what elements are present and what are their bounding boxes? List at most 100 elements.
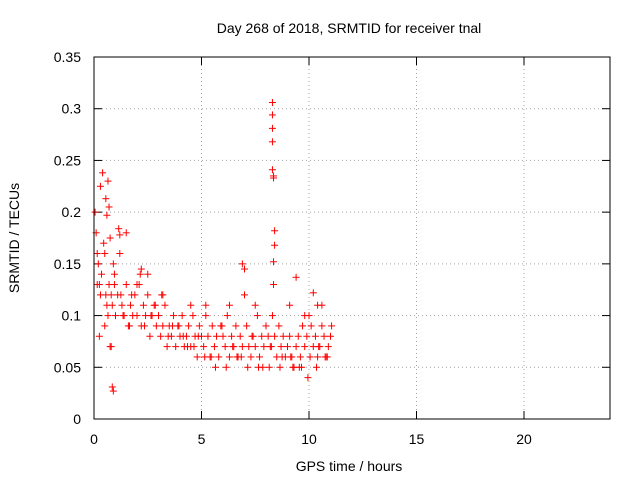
data-point: [320, 332, 328, 340]
data-point: [324, 343, 332, 351]
data-point: [328, 322, 336, 330]
data-point: [223, 312, 231, 320]
data-point: [108, 383, 116, 391]
x-tick-label: 5: [198, 431, 206, 447]
x-tick-label: 0: [90, 431, 98, 447]
y-tick-label: 0.35: [54, 49, 81, 65]
y-tick-label: 0: [73, 411, 81, 427]
data-point: [271, 241, 279, 249]
data-point: [202, 312, 210, 320]
data-point: [119, 312, 127, 320]
data-point: [190, 343, 198, 351]
data-point: [110, 281, 118, 289]
data-point: [128, 291, 136, 299]
x-axis-title: GPS time / hours: [296, 458, 403, 474]
data-point: [262, 322, 270, 330]
data-point: [210, 343, 218, 351]
data-point: [170, 312, 178, 320]
data-point: [260, 343, 268, 351]
data-point: [104, 177, 112, 185]
data-point: [309, 289, 317, 297]
data-point: [146, 332, 154, 340]
data-point: [241, 291, 248, 299]
data-point: [116, 231, 124, 239]
data-point: [247, 353, 255, 361]
data-point: [278, 353, 286, 361]
data-point: [301, 343, 309, 351]
data-point: [109, 387, 117, 395]
y-tick-labels: 0 0.05 0.1 0.15 0.2 0.25 0.3 0.35: [54, 49, 81, 427]
data-point: [195, 322, 203, 330]
data-point: [133, 281, 141, 289]
data-point: [221, 343, 229, 351]
data-point: [164, 332, 172, 340]
data-point: [157, 332, 165, 340]
data-point: [315, 343, 323, 351]
y-tick-label: 0.15: [54, 256, 81, 272]
data-point: [241, 265, 248, 273]
data-point: [236, 332, 244, 340]
data-point: [207, 353, 215, 361]
data-point: [187, 301, 195, 309]
data-point: [251, 343, 259, 351]
data-points: [91, 99, 336, 395]
data-point: [100, 239, 108, 247]
data-point: [245, 343, 253, 351]
data-point: [313, 363, 321, 371]
axis-ticks: [93, 56, 610, 420]
data-point: [137, 265, 145, 273]
data-point: [185, 322, 193, 330]
data-point: [284, 343, 291, 351]
data-point: [296, 353, 304, 361]
data-point: [265, 363, 273, 371]
data-point: [318, 322, 326, 330]
data-point: [204, 332, 212, 340]
data-point: [306, 353, 314, 361]
data-point: [93, 281, 101, 289]
data-point: [232, 322, 240, 330]
data-point: [270, 258, 278, 266]
data-point: [101, 322, 109, 330]
data-point: [193, 353, 201, 361]
data-point: [314, 301, 322, 309]
y-tick-label: 0.2: [62, 204, 82, 220]
data-point: [202, 301, 210, 309]
data-point: [275, 322, 283, 330]
data-point: [105, 203, 113, 211]
data-point: [106, 343, 114, 351]
data-point: [292, 343, 300, 351]
data-point: [219, 332, 227, 340]
data-point: [147, 312, 155, 320]
data-point: [112, 312, 119, 320]
data-point: [251, 301, 259, 309]
data-point: [118, 301, 126, 309]
data-point: [125, 322, 133, 330]
data-point: [194, 332, 202, 340]
data-point: [238, 343, 246, 351]
data-point: [172, 343, 180, 351]
data-point: [127, 301, 135, 309]
data-point: [103, 211, 111, 219]
data-point: [304, 374, 312, 382]
data-point: [268, 124, 276, 132]
data-point: [110, 270, 118, 278]
y-tick-label: 0.1: [62, 308, 82, 324]
data-point: [96, 182, 104, 190]
data-point: [286, 301, 294, 309]
data-point: [295, 363, 303, 371]
data-point: [225, 301, 233, 309]
data-point: [301, 312, 309, 320]
data-point: [152, 322, 160, 330]
data-point: [286, 332, 294, 340]
plot-frame: [93, 56, 611, 420]
data-point: [229, 343, 237, 351]
y-tick-label: 0.05: [54, 359, 81, 375]
data-point: [161, 301, 169, 309]
data-point: [270, 174, 278, 182]
data-point: [270, 281, 278, 289]
data-point: [109, 260, 117, 268]
data-point: [168, 322, 176, 330]
data-point: [218, 322, 226, 330]
y-tick-label: 0.3: [62, 101, 82, 117]
